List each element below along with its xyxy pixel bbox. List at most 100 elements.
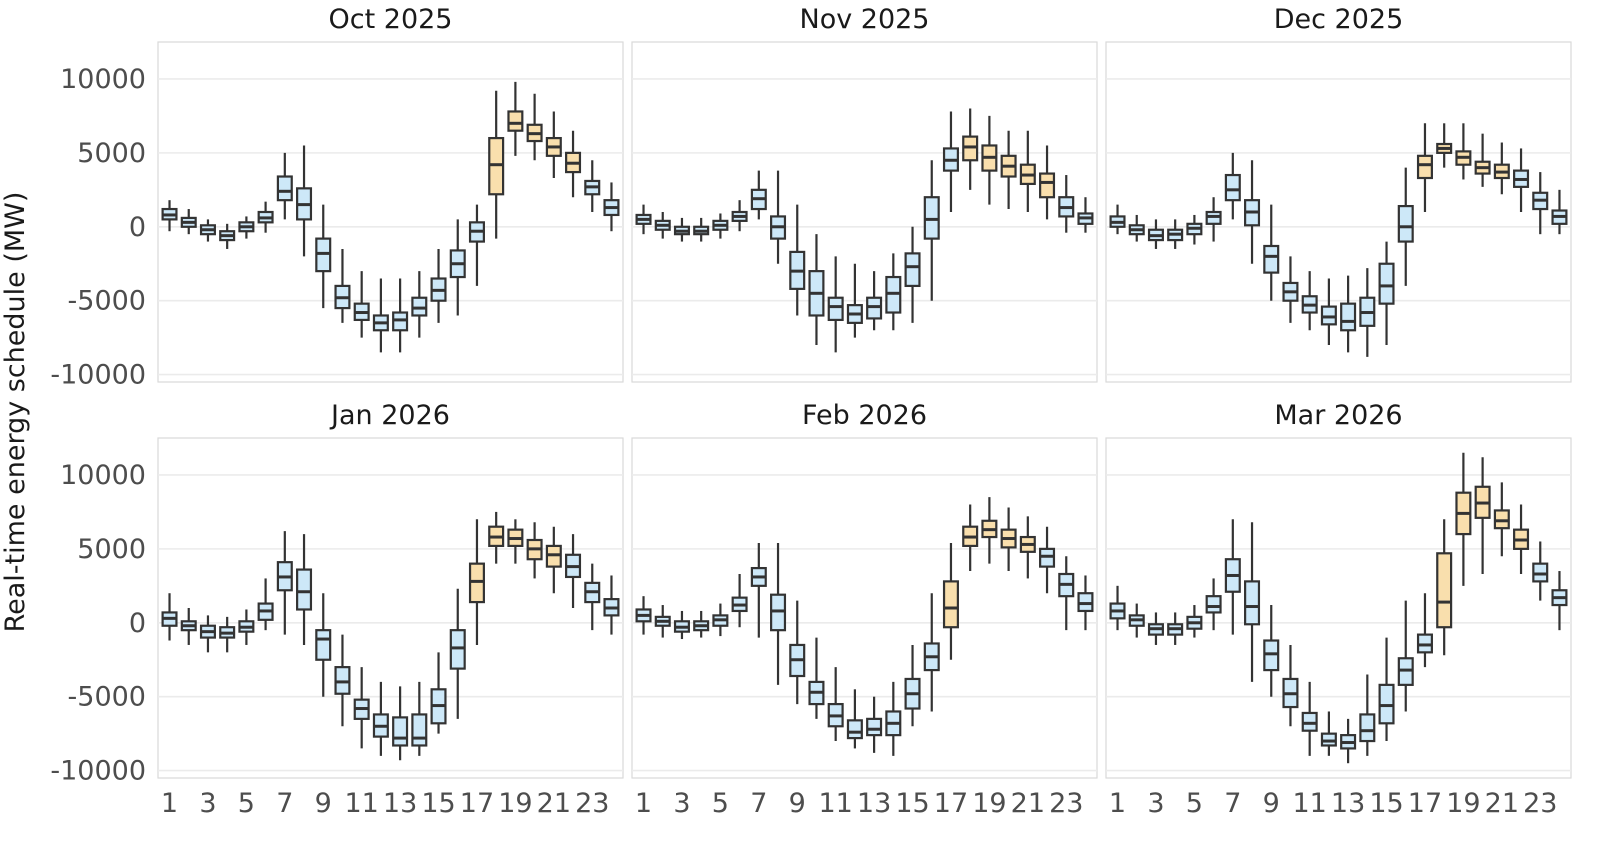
x-tick-label: 9 (315, 788, 332, 819)
box-hour-5 (712, 603, 729, 637)
box-hour-1 (161, 593, 178, 641)
x-tick-label: 19 (498, 788, 532, 819)
box-hour-2 (180, 209, 197, 235)
y-tick-label: 5000 (77, 534, 146, 565)
box-hour-4 (1167, 219, 1184, 249)
box-hour-24 (1551, 571, 1568, 631)
x-tick-label: 5 (1186, 788, 1203, 819)
box-hour-6 (1205, 197, 1222, 242)
box-hour-2 (180, 608, 197, 645)
box-hour-2 (654, 605, 671, 638)
box-body (392, 716, 409, 747)
box-hour-21 (1019, 130, 1036, 212)
box-hour-5 (238, 216, 255, 239)
box-body (942, 580, 959, 629)
x-tick-label: 17 (1408, 788, 1442, 819)
box-body (1263, 244, 1280, 274)
box-hour-8 (770, 542, 787, 685)
box-hour-4 (219, 616, 236, 653)
box-body (1436, 552, 1453, 629)
box-body (1224, 173, 1241, 202)
box-hour-8 (296, 145, 313, 257)
box-body (866, 717, 883, 737)
panel-border (157, 437, 624, 779)
x-tick-label: 15 (421, 788, 455, 819)
box-hour-5 (1186, 214, 1203, 245)
box-hour-12 (1320, 711, 1337, 756)
x-tick-label: 13 (383, 788, 417, 819)
box-hour-15 (430, 248, 447, 323)
x-tick-label: 1 (635, 788, 652, 819)
box-hour-9 (1263, 605, 1280, 697)
box-body (846, 719, 863, 740)
box-hour-14 (1359, 674, 1376, 756)
panel-border (631, 41, 1098, 383)
facet-panel: Jan 2026 (157, 400, 624, 779)
x-tick-label: 11 (1292, 788, 1326, 819)
y-axis-title: Real-time energy schedule (MW) (0, 192, 31, 633)
box-hour-1 (161, 200, 178, 232)
x-tick-label: 23 (575, 788, 609, 819)
box-hour-19 (1455, 452, 1472, 586)
box-hour-21 (545, 111, 562, 178)
box-hour-15 (430, 652, 447, 734)
box-hour-20 (1474, 457, 1491, 574)
x-tick-label: 9 (789, 788, 806, 819)
box-hour-21 (1493, 482, 1510, 557)
facet-title: Feb 2026 (802, 400, 927, 431)
box-hour-6 (257, 201, 274, 233)
box-hour-12 (846, 263, 863, 338)
panel-border (1105, 437, 1572, 779)
facet-panel: Dec 2025 (1105, 4, 1572, 383)
box-body (1205, 595, 1222, 614)
box-hour-22 (1513, 148, 1530, 212)
box-hour-22 (565, 534, 582, 608)
box-hour-22 (1039, 526, 1056, 594)
box-hour-19 (981, 497, 998, 564)
box-hour-21 (545, 526, 562, 594)
box-hour-20 (526, 522, 543, 579)
x-tick-label: 15 (895, 788, 929, 819)
box-hour-23 (1532, 541, 1549, 601)
box-body (296, 568, 313, 611)
x-tick-label: 1 (161, 788, 178, 819)
x-tick-label: 11 (818, 788, 852, 819)
box-hour-8 (1244, 160, 1261, 264)
box-body (827, 296, 844, 322)
box-hour-2 (1128, 603, 1145, 638)
box-hour-7 (1224, 152, 1241, 220)
box-hour-3 (673, 610, 690, 640)
box-hour-7 (750, 170, 767, 220)
box-hour-10 (1282, 256, 1299, 323)
x-tick-label: 15 (1369, 788, 1403, 819)
box-hour-14 (885, 253, 902, 331)
x-tick-label: 21 (537, 788, 571, 819)
box-hour-23 (584, 160, 601, 212)
box-hour-24 (603, 182, 620, 232)
x-tick-label: 17 (460, 788, 494, 819)
box-hour-18 (488, 511, 505, 564)
box-hour-16 (1397, 600, 1414, 712)
box-hour-12 (846, 689, 863, 749)
box-hour-17 (1416, 123, 1433, 212)
box-hour-14 (411, 681, 428, 756)
box-hour-22 (565, 130, 582, 198)
x-tick-label: 19 (972, 788, 1006, 819)
box-body (507, 110, 524, 132)
y-tick-label: 5000 (77, 138, 146, 169)
box-hour-11 (353, 667, 370, 749)
box-hour-18 (1436, 123, 1453, 168)
x-tick-label: 23 (1049, 788, 1083, 819)
x-tick-label: 13 (1331, 788, 1365, 819)
box-body (1416, 154, 1433, 180)
box-hour-4 (693, 217, 710, 242)
box-hour-16 (449, 588, 466, 719)
box-hour-7 (750, 542, 767, 638)
box-hour-23 (1058, 175, 1075, 233)
x-tick-label: 3 (199, 788, 216, 819)
box-hour-16 (923, 160, 940, 301)
box-hour-11 (353, 271, 370, 338)
box-body (411, 713, 428, 747)
x-tick-label: 23 (1523, 788, 1557, 819)
